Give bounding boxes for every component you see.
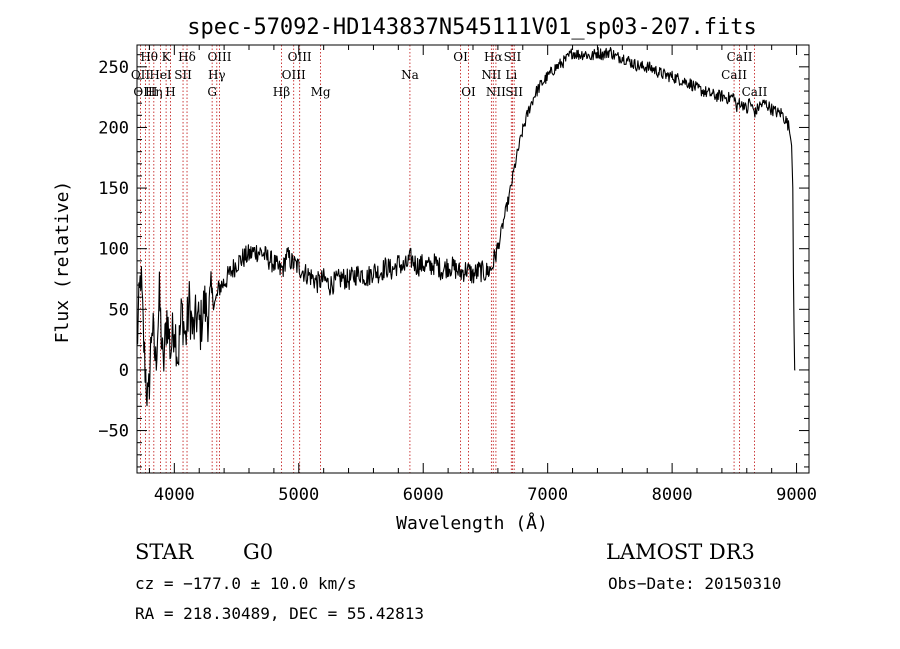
- y-tick-label: 50: [109, 300, 129, 320]
- line-marker-label-5: Hη: [145, 85, 163, 99]
- line-marker-label-0: Hθ: [140, 50, 158, 64]
- line-marker-label-27: CaII: [742, 85, 768, 99]
- line-marker-label-20: NII: [481, 68, 501, 82]
- observation-date: Obs−Date: 20150310: [608, 574, 782, 593]
- object-subclass: G0: [243, 540, 274, 564]
- line-marker-label-15: Mg: [311, 85, 331, 99]
- line-marker-label-2: OIII: [133, 85, 157, 99]
- line-marker-label-26: CaII: [721, 68, 747, 82]
- axis-ticks: 4000 5000 6000 7000 8000 9000 −50 0 50 100 150 200 2…: [98, 45, 817, 505]
- plot-frame: [136, 44, 810, 474]
- line-marker-label-23: Li: [505, 68, 517, 82]
- x-tick-label: 7000: [527, 485, 568, 505]
- line-marker-label-16: Na: [401, 68, 419, 82]
- line-marker-label-19: Hα: [484, 50, 503, 64]
- x-tick-label: 8000: [652, 485, 693, 505]
- line-marker-label-24: SII: [505, 85, 523, 99]
- sky-coordinates: RA = 218.30489, DEC = 55.42813: [135, 604, 424, 623]
- line-marker-label-3: K: [162, 50, 172, 64]
- x-axis-label: Wavelength (Å): [396, 512, 548, 534]
- line-marker-label-17: OI: [453, 50, 468, 64]
- y-tick-label: 100: [98, 240, 129, 260]
- line-marker-label-7: SII: [174, 68, 192, 82]
- x-tick-label: 6000: [403, 485, 444, 505]
- y-tick-label: 200: [98, 118, 129, 138]
- y-axis-label: Flux (relative): [52, 181, 73, 344]
- chart-title: spec-57092-HD143837N545111V01_sp03-207.f…: [187, 15, 757, 40]
- x-tick-label: 4000: [154, 485, 195, 505]
- line-marker-label-4: HeI: [149, 68, 172, 82]
- line-marker-label-14: Hβ: [273, 85, 290, 99]
- redshift-velocity: cz = −177.0 ± 10.0 km/s: [135, 574, 357, 593]
- line-marker-label-10: Hγ: [208, 68, 226, 82]
- y-tick-label: 150: [98, 179, 129, 199]
- line-marker-label-18: OI: [461, 85, 476, 99]
- survey-name: LAMOST DR3: [606, 540, 755, 564]
- y-tick-label: −50: [98, 422, 129, 442]
- x-tick-label: 9000: [776, 485, 817, 505]
- spectrum-line: [136, 46, 796, 407]
- line-markers: Hθ OII OIII K HeI Hη Hδ SII H OIII Hγ G OIII OIII Hβ Mg…: [131, 45, 768, 473]
- object-class: STAR: [135, 540, 194, 564]
- x-tick-label: 5000: [278, 485, 319, 505]
- line-marker-label-13: OIII: [282, 68, 306, 82]
- line-marker-label-21: NII: [486, 85, 506, 99]
- line-marker-label-6: Hδ: [178, 50, 196, 64]
- y-tick-label: 0: [119, 361, 129, 381]
- line-marker-label-12: OIII: [288, 50, 312, 64]
- line-marker-label-25: CaII: [727, 50, 753, 64]
- line-marker-label-9: OIII: [207, 50, 231, 64]
- line-marker-label-8: H: [165, 85, 175, 99]
- line-marker-label-22: SII: [504, 50, 522, 64]
- y-tick-label: 250: [98, 58, 129, 78]
- line-marker-label-11: G: [207, 85, 217, 99]
- line-marker-label-1: OII: [131, 68, 151, 82]
